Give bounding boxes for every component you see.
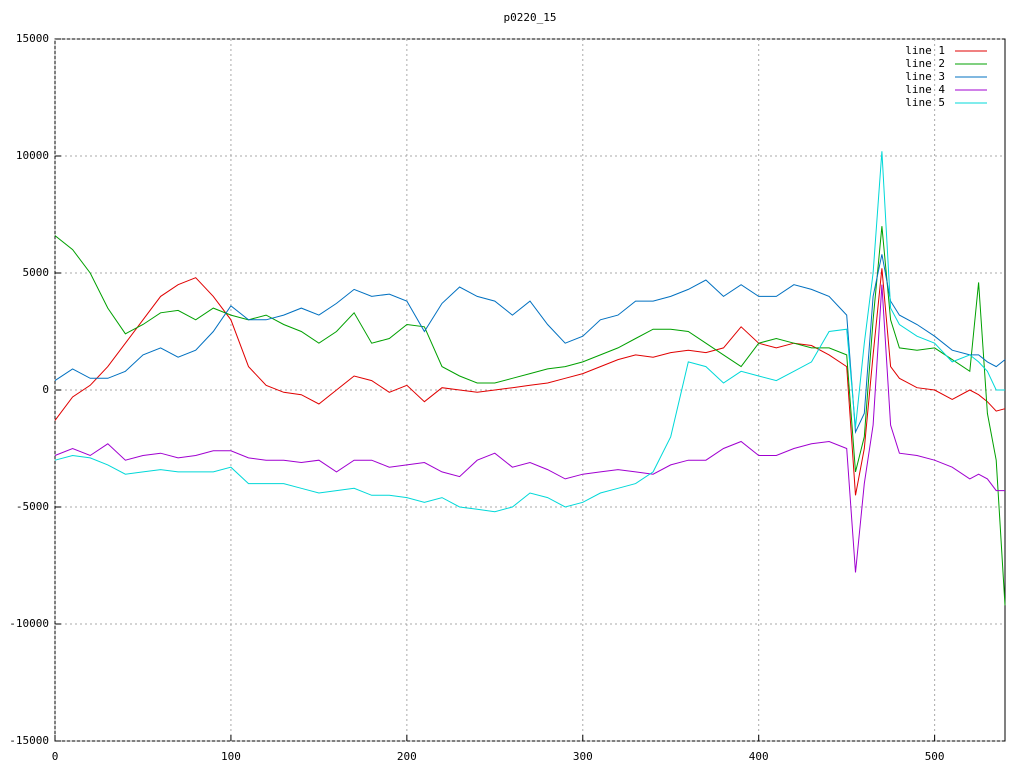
legend-label: line 5 <box>905 96 945 109</box>
x-tick-label: 200 <box>397 750 417 763</box>
y-tick-label: 10000 <box>16 149 49 162</box>
data-line <box>54 151 1005 513</box>
y-tick-label: -10000 <box>9 617 49 630</box>
x-tick-label: 0 <box>52 750 59 763</box>
x-tick-label: 300 <box>573 750 593 763</box>
x-tick-label: 100 <box>221 750 241 763</box>
y-tick-label: -15000 <box>9 734 49 747</box>
data-line <box>54 254 1006 435</box>
x-tick-label: 500 <box>925 750 945 763</box>
data-line <box>54 226 1006 606</box>
x-tick-label: 400 <box>749 750 769 763</box>
data-line <box>54 268 1006 496</box>
y-tick-label: 15000 <box>16 32 49 45</box>
legend-label: line 3 <box>905 70 945 83</box>
data-line <box>54 284 1005 573</box>
legend-label: line 2 <box>905 57 945 70</box>
chart-title: p0220_15 <box>504 11 557 24</box>
legend-label: line 4 <box>905 83 945 96</box>
y-tick-label: 5000 <box>23 266 50 279</box>
legend-label: line 1 <box>905 44 945 57</box>
y-tick-label: -5000 <box>16 500 49 513</box>
y-tick-label: 0 <box>42 383 49 396</box>
